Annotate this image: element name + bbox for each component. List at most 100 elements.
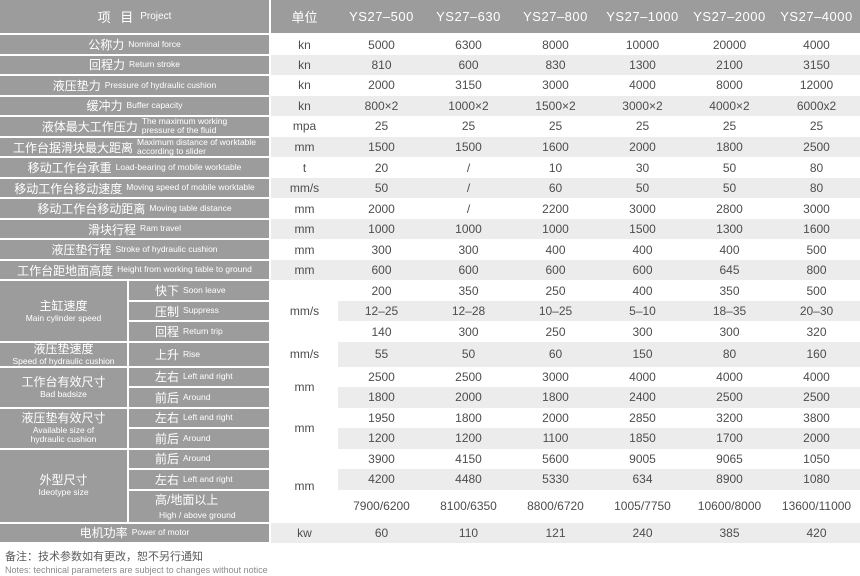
value-cell: 320	[806, 324, 827, 339]
value-cell: 6300	[455, 37, 482, 52]
value-cell: 4000×2	[686, 95, 773, 116]
row-label-zh: 缓冲力	[86, 99, 123, 114]
value-cell: 3200	[716, 410, 743, 425]
row-label: 工作台距地面高度 Height from working table to gro…	[0, 259, 271, 282]
value-cell: 4480	[425, 469, 512, 490]
sub-label-en: Around	[183, 453, 211, 464]
table-row: 工作台有效尺寸 Bad badsize 左右 Left and right mm 2500…	[0, 366, 860, 409]
sub-label-zh: 上升	[155, 347, 180, 362]
value-cell: 3000	[542, 78, 569, 93]
table-row: 左右 Left and right 4200 4480 5330 634 8900 1080	[0, 469, 860, 491]
row-label: 工作台据滑块最大距离 Maximum distance of worktable …	[0, 136, 271, 159]
unit-cell: mm	[270, 218, 338, 240]
table-row: 主缸速度 Main cylinder speed 快下 Soon leave mm/s 2…	[0, 280, 860, 343]
value-cell: 12000	[799, 78, 834, 93]
row-label: 移动工作台承重 Load-bearing of mobile worktable	[0, 157, 271, 179]
value-cell: 1100	[512, 428, 599, 449]
note-zh: 备注：技术参数如有更改，恕不另行通知	[5, 551, 203, 564]
row-label-en: The maximum working pressure of the flui…	[141, 116, 228, 136]
value-cell: 4000	[716, 369, 743, 384]
row-label-zh: 电机功率	[79, 526, 128, 541]
value-cell: 1000	[425, 218, 512, 240]
table-row: 前后 Around 1800 2000 1800 2400 2500 2500	[0, 387, 860, 409]
spec-table: 项 目 Project 单位 YS27–500 YS27–630 YS27–800 YS27…	[0, 0, 860, 545]
sub-label: 左右 Left and right	[128, 469, 271, 491]
value-cell: 10600/8000	[697, 499, 762, 514]
project-header-en: Project	[140, 11, 172, 22]
value-cell: 2100	[686, 54, 773, 75]
table-row: 回程 Return trip 140 300 250 300 300 320	[0, 321, 860, 343]
row-label-zh: 液压垫行程	[51, 243, 112, 258]
table-row: 移动工作台移动速度 Moving speed of mobile worktabl…	[0, 177, 860, 200]
sub-label-zh: 前后	[155, 452, 180, 467]
group-label-en: Available size of hydraulic cushion	[30, 425, 97, 444]
notes: 备注：技术参数如有更改，恕不另行通知 Notes: technical para…	[0, 544, 860, 576]
row-label: 移动工作台移动距离 Moving table distance	[0, 198, 271, 220]
value-cell: 18–35	[686, 300, 773, 322]
table-row: 工作台距地面高度 Height from working table to gro…	[0, 259, 860, 282]
value-cell: 8100/6350	[440, 499, 497, 514]
value-cell: 2500	[368, 369, 395, 384]
unit-cell: mpa	[292, 119, 317, 134]
model-column-header: YS27–500	[338, 0, 425, 35]
group-label: 主缸速度 Main cylinder speed	[0, 280, 129, 343]
value-cell: 3900	[368, 451, 395, 466]
value-cell: 9065	[716, 451, 743, 466]
value-cell: 645	[686, 259, 773, 281]
project-header-zh: 项 目	[97, 10, 137, 25]
table-row: 液压垫力 Pressure of hydraulic cushion kn 2000 3…	[0, 75, 860, 97]
sub-label-zh: 前后	[155, 390, 180, 405]
value-cell: 8900	[686, 469, 773, 490]
model-column-header: YS27–800	[512, 0, 599, 35]
group-label: 液压垫有效尺寸 Available size of hydraulic cushi…	[0, 407, 129, 450]
unit-cell: kn	[270, 54, 338, 75]
value-cell: 1500	[425, 136, 512, 158]
value-cell: 20–30	[773, 300, 860, 322]
value-cell: 2800	[716, 201, 743, 216]
model-column-header: YS27–1000	[599, 0, 686, 35]
table-row: 外型尺寸 Ideotype size 前后 Around mm 3900 4150 5600 9…	[0, 448, 860, 524]
group-label: 外型尺寸 Ideotype size	[0, 448, 129, 524]
row-label: 液体最大工作压力 The maximum working pressure of …	[0, 116, 271, 138]
sub-label-zh: 前后	[155, 431, 180, 446]
value-cell: 600	[425, 259, 512, 281]
table-row: 液压垫速度 Speed of hydraulic cushion 上升 Rise mm/…	[0, 341, 860, 368]
value-cell: /	[466, 201, 471, 216]
value-cell: 2000	[599, 136, 686, 158]
value-cell: 80	[809, 160, 824, 175]
sub-label-zh: 回程	[155, 325, 180, 340]
sub-label: 高/地面以上 High / above ground	[128, 489, 271, 524]
table-row: 缓冲力 Buffer capacity kn 800×2 1000×2 1500×2 300…	[0, 95, 860, 117]
row-label-en: Buffer capacity	[126, 100, 183, 111]
value-cell: 121	[512, 522, 599, 544]
value-cell: 9005	[629, 451, 656, 466]
value-cell: 4000	[629, 78, 656, 93]
value-cell: 50	[686, 177, 773, 199]
sub-label: 上升 Rise	[128, 341, 271, 368]
value-cell: 20	[374, 160, 389, 175]
sub-label: 回程 Return trip	[128, 321, 271, 343]
value-cell: 300	[371, 242, 392, 257]
row-label-en: Return stroke	[128, 59, 181, 70]
group-label: 液压垫速度 Speed of hydraulic cushion	[0, 341, 129, 368]
sub-label-zh: 左右	[155, 411, 180, 426]
table-row: 公称力 Nominal force kn 5000 6300 8000 10000 20000…	[0, 34, 860, 56]
value-cell: 1950	[368, 410, 395, 425]
value-cell: 2500	[773, 136, 860, 158]
table-row: 电机功率 Power of motor kw 60 110 121 240 385 420	[0, 522, 860, 545]
value-cell: 2500	[773, 387, 860, 408]
value-cell: 420	[773, 522, 860, 544]
value-cell: 60	[512, 341, 599, 367]
value-cell: 25	[722, 119, 737, 134]
value-cell: 4000	[803, 37, 830, 52]
value-cell: 1500	[599, 218, 686, 240]
value-cell: 50	[338, 177, 425, 199]
row-label-en: Height from working table to ground	[117, 264, 252, 275]
header-row: 项 目 Project 单位 YS27–500 YS27–630 YS27–800 YS27…	[0, 0, 860, 35]
value-cell: 150	[599, 341, 686, 367]
value-cell: 500	[806, 242, 827, 257]
value-cell: 1300	[599, 54, 686, 75]
model-column-header: YS27–630	[425, 0, 512, 35]
value-cell: 8000	[542, 37, 569, 52]
value-cell: 830	[512, 54, 599, 75]
